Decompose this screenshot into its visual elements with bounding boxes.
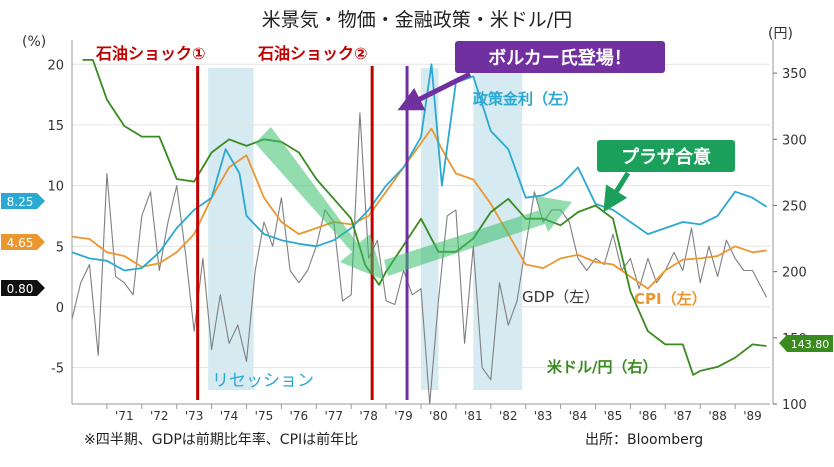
x-tick-label: '75 [255, 409, 274, 423]
x-tick-label: '72 [150, 409, 169, 423]
recession-bands [208, 68, 523, 390]
source: 出所：Bloomberg [585, 432, 703, 448]
oil-shock-2-label: 石油ショック② [257, 44, 368, 63]
x-tick-label: '74 [220, 409, 239, 423]
x-tick-label: '81 [464, 409, 483, 423]
trend-arrows [255, 127, 572, 280]
plaza-callout-text: プラザ合意 [621, 146, 711, 168]
x-tick-label: '88 [708, 409, 727, 423]
legend-usdjpy: 米ドル/円（右） [547, 358, 657, 376]
right-tick-label: 200 [782, 266, 807, 281]
chart-title: 米景気・物価・金融政策・米ドル/円 [262, 9, 572, 31]
x-tick-label: '83 [534, 409, 553, 423]
volcker-callout-text: ボルカー氏登場！ [488, 47, 631, 69]
x-tick-label: '87 [673, 409, 692, 423]
oil-shock-1-label: 石油ショック① [95, 44, 206, 63]
x-tick-label: '78 [359, 409, 378, 423]
badge-usdjpy-bg [779, 335, 833, 352]
badge-usdjpy: 143.80 [791, 338, 830, 351]
x-tick-label: '85 [604, 409, 623, 423]
x-tick-label: '79 [394, 409, 413, 423]
series-line-1 [71, 127, 767, 290]
series-lines [71, 59, 767, 405]
x-tick-label: '84 [569, 409, 588, 423]
right-tick-label: 300 [782, 133, 807, 148]
end-badges: 8.25 4.65 0.80 143.80 [1, 193, 833, 352]
series-line-3 [82, 59, 767, 376]
left-axis-unit: (%) [22, 34, 46, 50]
legend-cpi: CPI（左） [634, 290, 707, 308]
left-tick-label: 20 [47, 58, 64, 73]
series-line-0 [71, 63, 767, 272]
badge-cpi-bg [1, 234, 45, 250]
x-tick-label: '73 [185, 409, 204, 423]
footnote: ※四半期、GDPは前期比年率、CPIは前年比 [84, 431, 358, 448]
legend-policy-rate: 政策金利（左） [473, 90, 578, 108]
trend-arrow-down [255, 127, 384, 280]
badge-policy-rate-bg [1, 193, 45, 209]
x-tick-label: '80 [429, 409, 448, 423]
plaza-callout-arrow [603, 171, 631, 213]
left-tick-label: 15 [47, 119, 64, 134]
recession-band-0 [208, 68, 254, 390]
badge-gdp-bg [1, 280, 45, 296]
x-tick-label: '77 [324, 409, 343, 423]
x-tick-label: '82 [499, 409, 518, 423]
legend-gdp: GDP（左） [522, 288, 599, 306]
left-tick-label: 5 [56, 240, 64, 255]
volcker-callout-arrow [397, 71, 472, 111]
volcker-callout-box [455, 41, 665, 73]
badge-cpi: 4.65 [7, 236, 34, 250]
plaza-callout-box [597, 140, 735, 172]
x-tick-label: '76 [290, 409, 309, 423]
series-line-2 [71, 112, 767, 405]
right-axis-unit: (円) [768, 26, 793, 42]
recession-label: リセッション [212, 371, 314, 391]
left-tick-label: 0 [56, 301, 64, 316]
trend-arrow-up [384, 196, 572, 276]
right-tick-label: 250 [782, 199, 807, 214]
x-tick-label: '71 [115, 409, 134, 423]
event-lines [196, 66, 409, 400]
badge-gdp: 0.80 [7, 282, 34, 296]
left-tick-label: 10 [47, 180, 64, 195]
right-tick-label: 100 [782, 398, 807, 413]
x-tick-label: '89 [743, 409, 762, 423]
badge-policy-rate: 8.25 [7, 195, 34, 209]
right-tick-label: 350 [782, 67, 807, 82]
grid [72, 63, 770, 369]
x-tick-label: '86 [639, 409, 658, 423]
left-tick-label: -5 [51, 362, 64, 377]
recession-band-1 [421, 68, 439, 390]
